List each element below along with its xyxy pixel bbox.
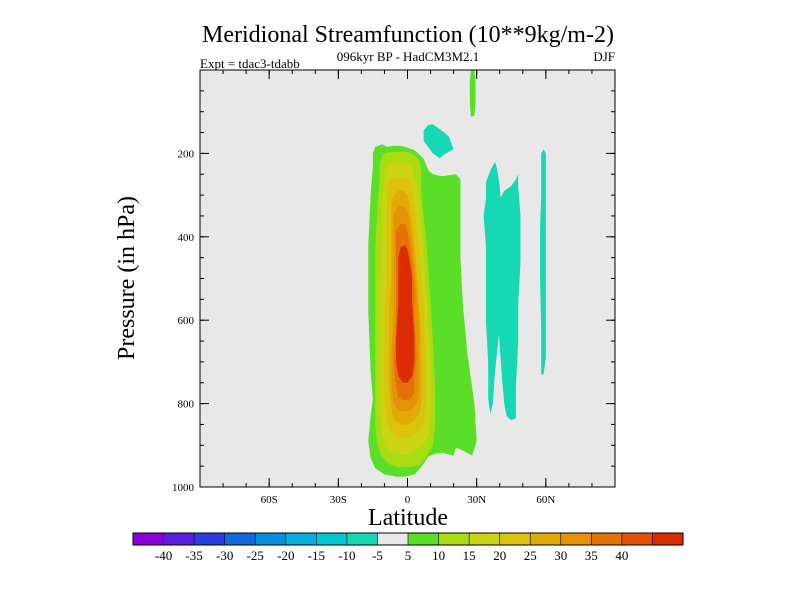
y-tick-label: 400	[178, 232, 195, 244]
colorbar-swatch	[499, 533, 531, 545]
contour-region-12	[396, 245, 415, 383]
experiment-label: Expt = tdac3-tdabb	[200, 56, 300, 71]
colorbar-swatch	[346, 533, 378, 545]
colorbar-label: 5	[405, 548, 412, 563]
chart-subtitle: 096kyr BP - HadCM3M2.1	[337, 49, 480, 64]
colorbar-label: 25	[524, 548, 537, 563]
contour-region-5	[540, 149, 546, 375]
x-tick-label: 30N	[467, 494, 486, 506]
x-tick-label: 60S	[261, 494, 278, 506]
colorbar-label: -20	[277, 548, 294, 563]
colorbar-swatch	[469, 533, 501, 545]
colorbar-label: 35	[585, 548, 598, 563]
colorbar-swatch	[133, 533, 164, 545]
y-axis-title: Pressure (in hPa)	[114, 196, 140, 360]
y-tick-label: 1000	[172, 482, 195, 494]
y-tick-label: 200	[178, 148, 195, 160]
colorbar-swatch	[255, 533, 287, 545]
colorbar-label: 15	[463, 548, 476, 563]
colorbar-swatch	[591, 533, 623, 545]
y-tick-label: 800	[178, 399, 195, 411]
colorbar-label: -25	[247, 548, 264, 563]
season-label: DJF	[593, 49, 615, 64]
colorbar-label: 10	[432, 548, 445, 563]
colorbar-swatch	[316, 533, 348, 545]
contour-fills	[368, 70, 546, 477]
contour-region-2	[423, 124, 454, 159]
colorbar-swatch	[163, 533, 195, 545]
x-tick-label: 30S	[330, 494, 347, 506]
colorbar-swatch	[652, 533, 684, 545]
colorbar-label: 20	[493, 548, 506, 563]
colorbar-label: -35	[185, 548, 202, 563]
colorbar-label: 30	[554, 548, 567, 563]
colorbar-swatch	[438, 533, 470, 545]
chart-title: Meridional Streamfunction (10**9kg/m-2)	[202, 22, 614, 48]
colorbar-label: -40	[155, 548, 172, 563]
colorbar-swatch	[408, 533, 439, 545]
colorbar-swatch	[285, 533, 317, 545]
colorbar-swatch	[560, 533, 592, 545]
x-tick-label: 0	[405, 494, 411, 506]
x-tick-label: 60N	[536, 494, 555, 506]
contour-region-4	[495, 174, 521, 421]
colorbar-swatch	[377, 533, 409, 545]
axis-ticks: 60S 30S 0 30N 60N 200 400 600 800 1000	[172, 70, 615, 506]
x-axis-title: Latitude	[368, 505, 448, 531]
colorbar-swatch	[224, 533, 256, 545]
colorbar-label: 40	[615, 548, 628, 563]
colorbar-label: -30	[216, 548, 233, 563]
colorbar-swatch	[621, 533, 653, 545]
colorbar-label: -5	[372, 548, 383, 563]
colorbar-label: -10	[338, 548, 355, 563]
colorbar-label: -15	[308, 548, 325, 563]
contour-region-1	[469, 70, 476, 117]
colorbar-swatch	[194, 533, 226, 545]
colorbar-swatch	[530, 533, 562, 545]
colorbar: -40 -35 -30 -25 -20 -15 -10 -5 5 10 15 20 25 30 35 40	[132, 532, 684, 563]
y-tick-label: 600	[178, 315, 195, 327]
